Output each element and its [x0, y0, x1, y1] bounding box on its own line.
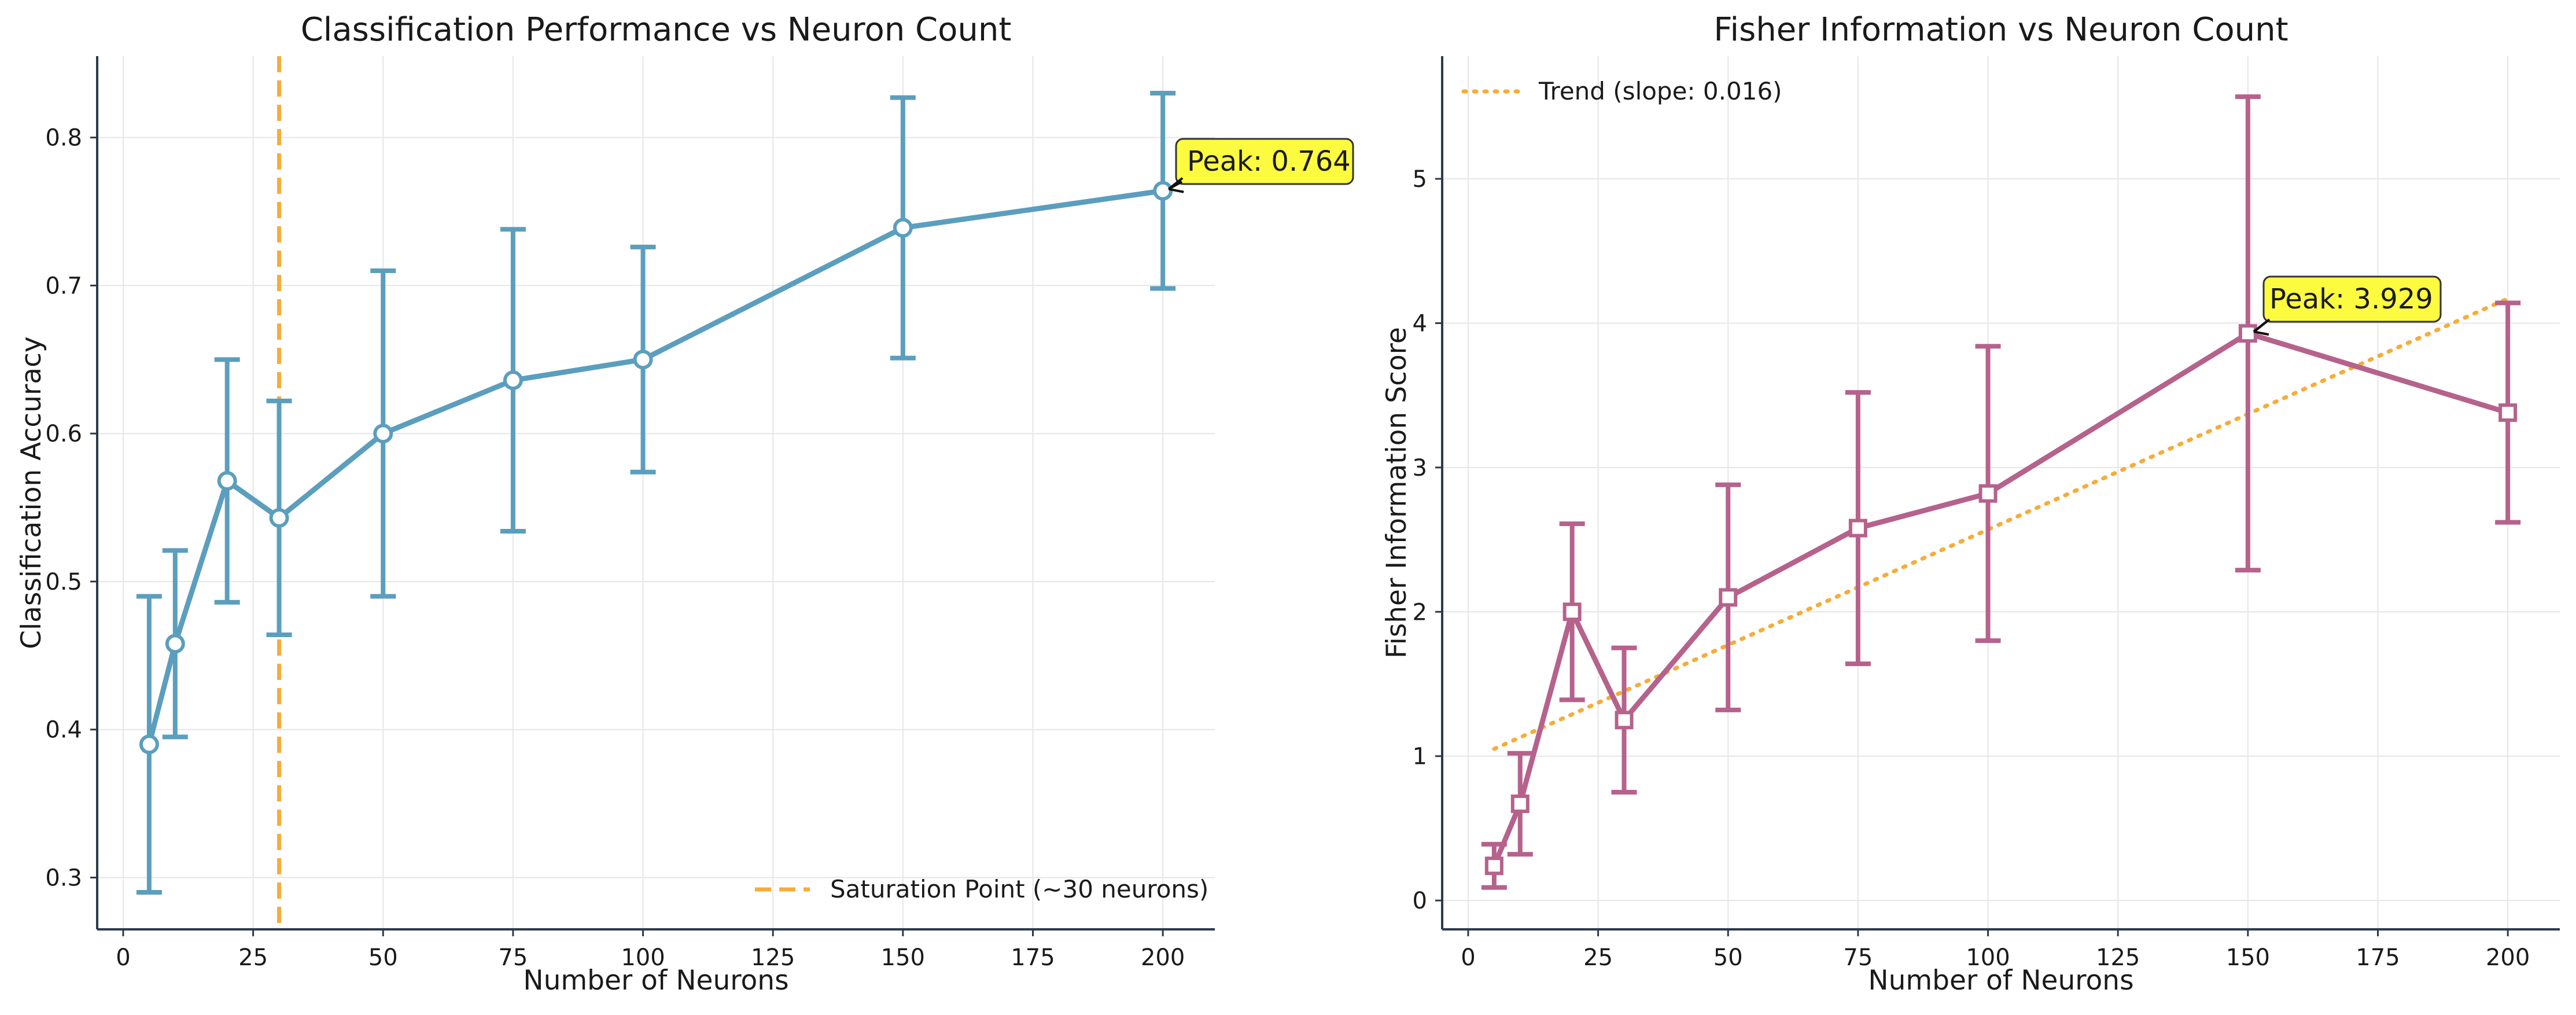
series-line — [1491, 330, 2509, 867]
x-tick-label: 200 — [2486, 944, 2530, 971]
y-tick-label: 3 — [1413, 455, 1427, 481]
x-tick-label: 50 — [368, 944, 398, 971]
y-tick-label: 0 — [1413, 888, 1427, 914]
y-tick-label: 4 — [1413, 310, 1427, 337]
x-tick-label: 100 — [1966, 944, 2010, 971]
legend-label: Trend (slope: 0.016) — [1538, 77, 1782, 105]
data-point — [1719, 588, 1738, 607]
x-tick-label: 125 — [2096, 944, 2140, 971]
peak-annotation-box — [1175, 138, 1354, 185]
peak-annotation: Peak: 3.929 — [2253, 275, 2442, 336]
x-tick-label: 125 — [751, 944, 795, 971]
x-axis-label: Number of Neurons — [523, 965, 788, 996]
chart-panel-1: 0 25 50 75 100 125 150 175 200 0.3 0.4 0.5 0.6 0.7 0.8… — [16, 11, 1354, 996]
data-point — [1153, 181, 1173, 201]
data-point — [165, 634, 185, 654]
data-point — [139, 734, 159, 755]
y-tick-label: 0.7 — [45, 273, 82, 299]
y-tick-label: 0.3 — [45, 865, 82, 891]
x-tick-label: 25 — [238, 944, 268, 971]
data-point — [1978, 484, 1998, 503]
y-tick-label: 0.6 — [45, 421, 82, 447]
data-point — [503, 370, 523, 391]
data-point — [269, 508, 289, 528]
x-tick-label: 25 — [1583, 944, 1613, 971]
data-point — [217, 471, 237, 491]
y-tick-label: 5 — [1413, 166, 1427, 193]
peak-arrow-head — [1167, 177, 1184, 193]
x-tick-label: 0 — [1461, 944, 1475, 971]
x-tick-label: 50 — [1713, 944, 1743, 971]
data-point — [1848, 518, 1867, 538]
y-axis-label: Fisher Information Score — [1381, 327, 1413, 659]
y-tick-label: 0.4 — [45, 717, 82, 744]
x-tick-label: 0 — [116, 944, 130, 971]
x-tick-label: 150 — [2226, 944, 2270, 971]
legend: Trend (slope: 0.016) — [1461, 77, 1782, 105]
x-tick-label: 75 — [1843, 944, 1873, 971]
data-point — [2238, 324, 2257, 343]
legend: Saturation Point (~30 neurons) — [755, 875, 1208, 903]
peak-annotation: Peak: 0.764 — [1167, 138, 1354, 193]
x-tick-label: 175 — [1011, 944, 1055, 971]
x-tick-label: 100 — [621, 944, 665, 971]
y-tick-label: 2 — [1413, 599, 1427, 626]
chart-panel-2: 0 25 50 75 100 125 150 175 200 0 1 2 3 4 5 Fisher Infor… — [1381, 11, 2560, 996]
x-tick-label: 200 — [1141, 944, 1185, 971]
data-point — [1562, 602, 1582, 621]
x-tick-label: 150 — [881, 944, 925, 971]
data-point — [633, 350, 653, 370]
data-point — [1615, 711, 1634, 730]
peak-annotation-box — [2262, 275, 2442, 323]
data-point — [1510, 795, 1530, 814]
chart-title: Classification Performance vs Neuron Cou… — [301, 11, 1012, 49]
data-point — [893, 218, 913, 238]
data-point — [2498, 403, 2518, 422]
legend-label: Saturation Point (~30 neurons) — [830, 875, 1208, 903]
chart-title: Fisher Information vs Neuron Count — [1713, 11, 2288, 49]
data-point — [1484, 856, 1503, 876]
peak-annotation-label: Peak: 0.764 — [1187, 145, 1351, 178]
x-axis-label: Number of Neurons — [1868, 965, 2133, 996]
data-point — [373, 424, 393, 444]
peak-annotation-label: Peak: 3.929 — [2269, 283, 2433, 315]
trend-line — [1492, 296, 2510, 751]
y-tick-label: 0.5 — [45, 569, 82, 595]
y-axis-label: Classification Accuracy — [16, 336, 47, 649]
y-tick-label: 1 — [1413, 744, 1427, 770]
peak-arrow-head — [2253, 319, 2269, 336]
series-line — [146, 188, 1163, 745]
x-tick-label: 175 — [2356, 944, 2400, 971]
y-tick-label: 0.8 — [45, 125, 82, 152]
x-tick-label: 75 — [498, 944, 528, 971]
